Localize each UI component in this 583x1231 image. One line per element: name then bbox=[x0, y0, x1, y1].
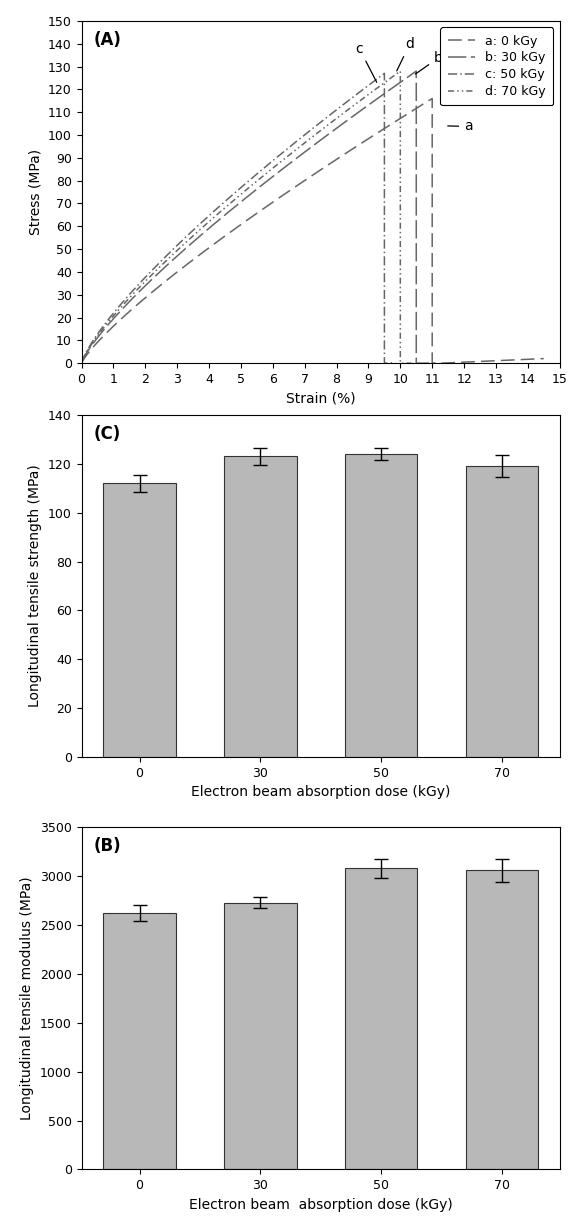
Bar bbox=[345, 454, 417, 757]
X-axis label: Strain (%): Strain (%) bbox=[286, 391, 356, 405]
Bar bbox=[465, 870, 538, 1169]
Text: c: c bbox=[356, 42, 377, 82]
Text: (C): (C) bbox=[93, 425, 121, 443]
Text: (B): (B) bbox=[93, 837, 121, 856]
Text: d: d bbox=[397, 37, 414, 71]
Bar bbox=[103, 913, 176, 1169]
Bar bbox=[465, 467, 538, 757]
X-axis label: Electron beam  absorption dose (kGy): Electron beam absorption dose (kGy) bbox=[189, 1198, 452, 1211]
Y-axis label: Stress (MPa): Stress (MPa) bbox=[29, 149, 43, 235]
Text: a: a bbox=[448, 119, 473, 133]
Y-axis label: Longitudinal tensile modulus (MPa): Longitudinal tensile modulus (MPa) bbox=[20, 876, 34, 1120]
Bar bbox=[224, 902, 297, 1169]
Text: b: b bbox=[415, 50, 442, 74]
Bar bbox=[224, 457, 297, 757]
Bar bbox=[103, 484, 176, 757]
Text: (A): (A) bbox=[93, 31, 121, 49]
Y-axis label: Longitudinal tensile strength (MPa): Longitudinal tensile strength (MPa) bbox=[29, 464, 43, 708]
Bar bbox=[345, 868, 417, 1169]
Legend: a: 0 kGy, b: 30 kGy, c: 50 kGy, d: 70 kGy: a: 0 kGy, b: 30 kGy, c: 50 kGy, d: 70 kG… bbox=[440, 27, 553, 106]
X-axis label: Electron beam absorption dose (kGy): Electron beam absorption dose (kGy) bbox=[191, 785, 450, 799]
